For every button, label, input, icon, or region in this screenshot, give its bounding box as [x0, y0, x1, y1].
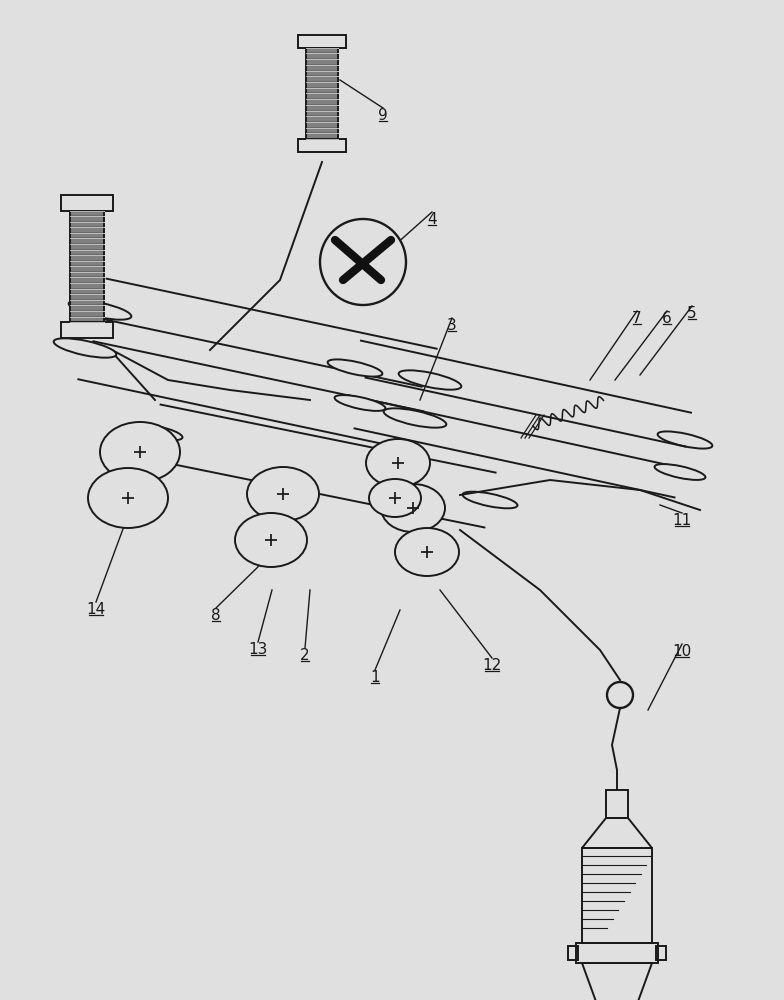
Bar	[61, 195, 113, 211]
Ellipse shape	[335, 395, 386, 411]
Ellipse shape	[247, 467, 319, 521]
Text: 5: 5	[688, 306, 697, 321]
Ellipse shape	[88, 468, 168, 528]
Text: 1: 1	[370, 670, 379, 685]
Bar	[61, 322, 113, 338]
Ellipse shape	[398, 370, 461, 390]
Text: 9: 9	[378, 108, 388, 123]
Text: 12: 12	[482, 658, 502, 673]
Text: 11: 11	[673, 513, 691, 528]
Circle shape	[320, 219, 406, 305]
Ellipse shape	[369, 479, 421, 517]
Text: 10: 10	[673, 644, 691, 659]
Ellipse shape	[381, 484, 445, 532]
Bar	[298, 139, 346, 152]
Text: 8: 8	[211, 608, 221, 623]
Ellipse shape	[655, 464, 706, 480]
Ellipse shape	[328, 359, 383, 377]
Bar	[656, 946, 666, 960]
Text: 2: 2	[300, 648, 310, 663]
Ellipse shape	[383, 408, 446, 428]
Ellipse shape	[128, 424, 183, 440]
Ellipse shape	[658, 431, 713, 449]
Ellipse shape	[366, 439, 430, 487]
Ellipse shape	[53, 338, 116, 358]
Text: 7: 7	[632, 311, 642, 326]
Ellipse shape	[395, 528, 459, 576]
Bar	[576, 943, 658, 963]
Text: 3: 3	[447, 318, 457, 333]
Text: 6: 6	[662, 311, 672, 326]
Bar	[606, 790, 628, 818]
Bar	[568, 946, 578, 960]
Ellipse shape	[235, 513, 307, 567]
Bar	[298, 35, 346, 48]
Text: 14: 14	[86, 602, 106, 617]
Ellipse shape	[69, 300, 132, 320]
Text: 13: 13	[249, 642, 267, 657]
Bar	[307, 48, 338, 139]
Ellipse shape	[463, 492, 517, 508]
Bar	[70, 211, 104, 322]
Bar	[582, 848, 652, 943]
Text: 4: 4	[427, 212, 437, 227]
Ellipse shape	[100, 422, 180, 482]
